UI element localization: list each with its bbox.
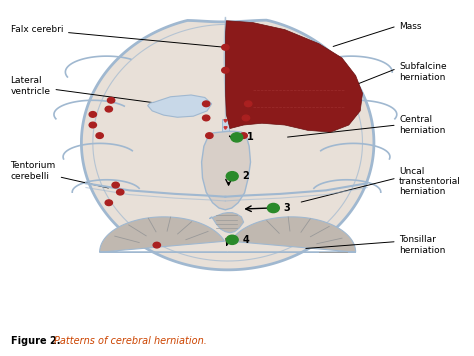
Polygon shape [224,127,227,129]
Circle shape [202,101,210,107]
Circle shape [105,200,112,205]
Text: Patterns of cerebral herniation.: Patterns of cerebral herniation. [54,336,207,346]
Circle shape [108,98,115,103]
Circle shape [267,203,279,213]
Polygon shape [241,100,266,114]
Circle shape [231,133,243,142]
Circle shape [89,122,97,128]
Polygon shape [224,17,227,97]
Polygon shape [100,217,228,252]
Polygon shape [148,95,212,117]
Polygon shape [201,131,251,210]
Circle shape [105,106,112,112]
Polygon shape [225,21,363,132]
Circle shape [202,115,210,121]
Circle shape [226,172,238,181]
Circle shape [206,133,213,138]
Circle shape [226,235,238,245]
Circle shape [89,111,97,117]
Circle shape [112,182,119,188]
Text: 2: 2 [242,171,249,181]
Text: Uncal
transtentorial
herniation: Uncal transtentorial herniation [399,167,461,197]
Text: Subfalcine
herniation: Subfalcine herniation [399,62,447,82]
Circle shape [222,44,229,50]
Circle shape [242,115,250,121]
Polygon shape [82,20,374,270]
Polygon shape [222,119,229,133]
Text: Central
herniation: Central herniation [399,115,446,135]
Circle shape [240,133,247,138]
Text: Falx cerebri: Falx cerebri [10,25,223,47]
Circle shape [153,242,161,248]
Circle shape [245,101,252,107]
Text: Tentorium
cerebelli: Tentorium cerebelli [10,161,109,188]
Polygon shape [228,217,356,252]
Text: 4: 4 [242,235,249,245]
Polygon shape [224,120,227,122]
Text: Figure 2.: Figure 2. [10,336,64,346]
Text: Mass: Mass [399,22,421,31]
Text: 3: 3 [283,203,290,213]
Circle shape [96,133,103,138]
Circle shape [222,67,229,73]
Text: Lateral
ventricle: Lateral ventricle [10,77,173,105]
Circle shape [117,189,124,195]
Polygon shape [210,213,244,233]
Text: 1: 1 [247,132,254,142]
Text: Tonsillar
herniation: Tonsillar herniation [399,235,446,255]
